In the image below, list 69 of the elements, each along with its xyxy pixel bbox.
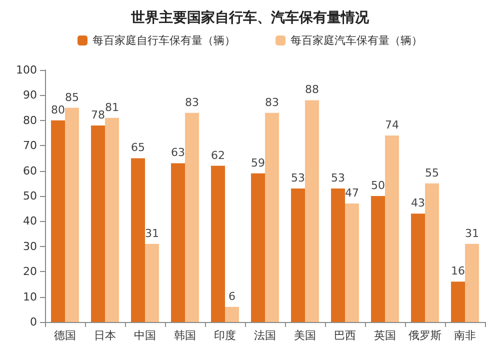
y-tick-label: 50 [23, 190, 37, 202]
data-label: 55 [425, 166, 439, 180]
y-tick-label: 10 [23, 290, 37, 304]
data-label: 78 [91, 108, 105, 122]
data-label: 62 [211, 148, 225, 162]
x-tick-label: 德国 [54, 329, 76, 342]
bar [385, 136, 399, 322]
x-tick-label: 法国 [254, 329, 276, 342]
data-label: 83 [265, 96, 279, 109]
bar [185, 112, 199, 322]
bar [305, 100, 319, 322]
data-label: 65 [131, 141, 145, 154]
bar [131, 158, 145, 322]
data-label: 31 [465, 226, 479, 240]
x-tick-label: 中国 [134, 329, 156, 342]
data-label: 88 [305, 83, 319, 96]
data-label: 6 [228, 290, 236, 303]
y-tick-label: 30 [23, 240, 37, 253]
bar [145, 244, 159, 322]
x-tick-label: 英国 [374, 329, 396, 342]
bar [411, 214, 425, 322]
y-tick-label: 80 [23, 114, 37, 127]
bar [171, 163, 185, 322]
x-tick-label: 俄罗斯 [408, 329, 442, 342]
bar [91, 125, 105, 322]
bar [211, 166, 225, 322]
data-label: 53 [291, 171, 305, 184]
y-tick-label: 100 [16, 64, 37, 76]
bar [265, 112, 279, 322]
y-tick-label: 90 [23, 88, 37, 102]
y-tick-label: 60 [23, 164, 37, 178]
chart-title: 世界主要国家自行车、汽车保有量情况 [130, 9, 370, 26]
bar [425, 183, 439, 322]
data-label: 63 [171, 146, 185, 160]
bar [465, 244, 479, 322]
x-tick-label: 韩国 [174, 329, 196, 342]
data-label: 85 [65, 90, 79, 104]
data-label: 83 [185, 96, 199, 109]
y-tick-label: 40 [23, 214, 37, 228]
data-label: 43 [411, 196, 425, 210]
y-tick-label: 70 [23, 139, 37, 152]
bar [51, 120, 65, 322]
x-tick-label: 南非 [454, 329, 476, 342]
bar [345, 204, 359, 322]
data-label: 31 [145, 226, 159, 240]
legend-label: 每百家庭汽车保有量（辆） [290, 34, 422, 47]
x-tick-label: 印度 [214, 329, 236, 342]
data-label: 80 [51, 103, 65, 116]
bar [105, 118, 119, 322]
x-tick-label: 巴西 [334, 329, 356, 342]
bar [251, 173, 265, 322]
bar [451, 282, 465, 322]
bar [225, 306, 239, 322]
y-tick-label: 20 [23, 265, 37, 278]
x-tick-label: 日本 [94, 329, 116, 342]
data-label: 59 [251, 156, 265, 170]
legend-label: 每百家庭自行车保有量（辆） [92, 34, 236, 47]
data-label: 47 [345, 186, 359, 200]
bar [371, 196, 385, 322]
data-label: 16 [451, 264, 465, 278]
bar [331, 188, 345, 322]
x-tick-label: 美国 [294, 329, 316, 342]
data-label: 50 [371, 179, 385, 192]
bar [291, 188, 305, 322]
data-label: 81 [105, 100, 119, 114]
y-tick-label: 0 [30, 316, 37, 328]
bar [65, 108, 79, 322]
data-label: 74 [385, 118, 399, 132]
data-label: 53 [331, 171, 345, 184]
